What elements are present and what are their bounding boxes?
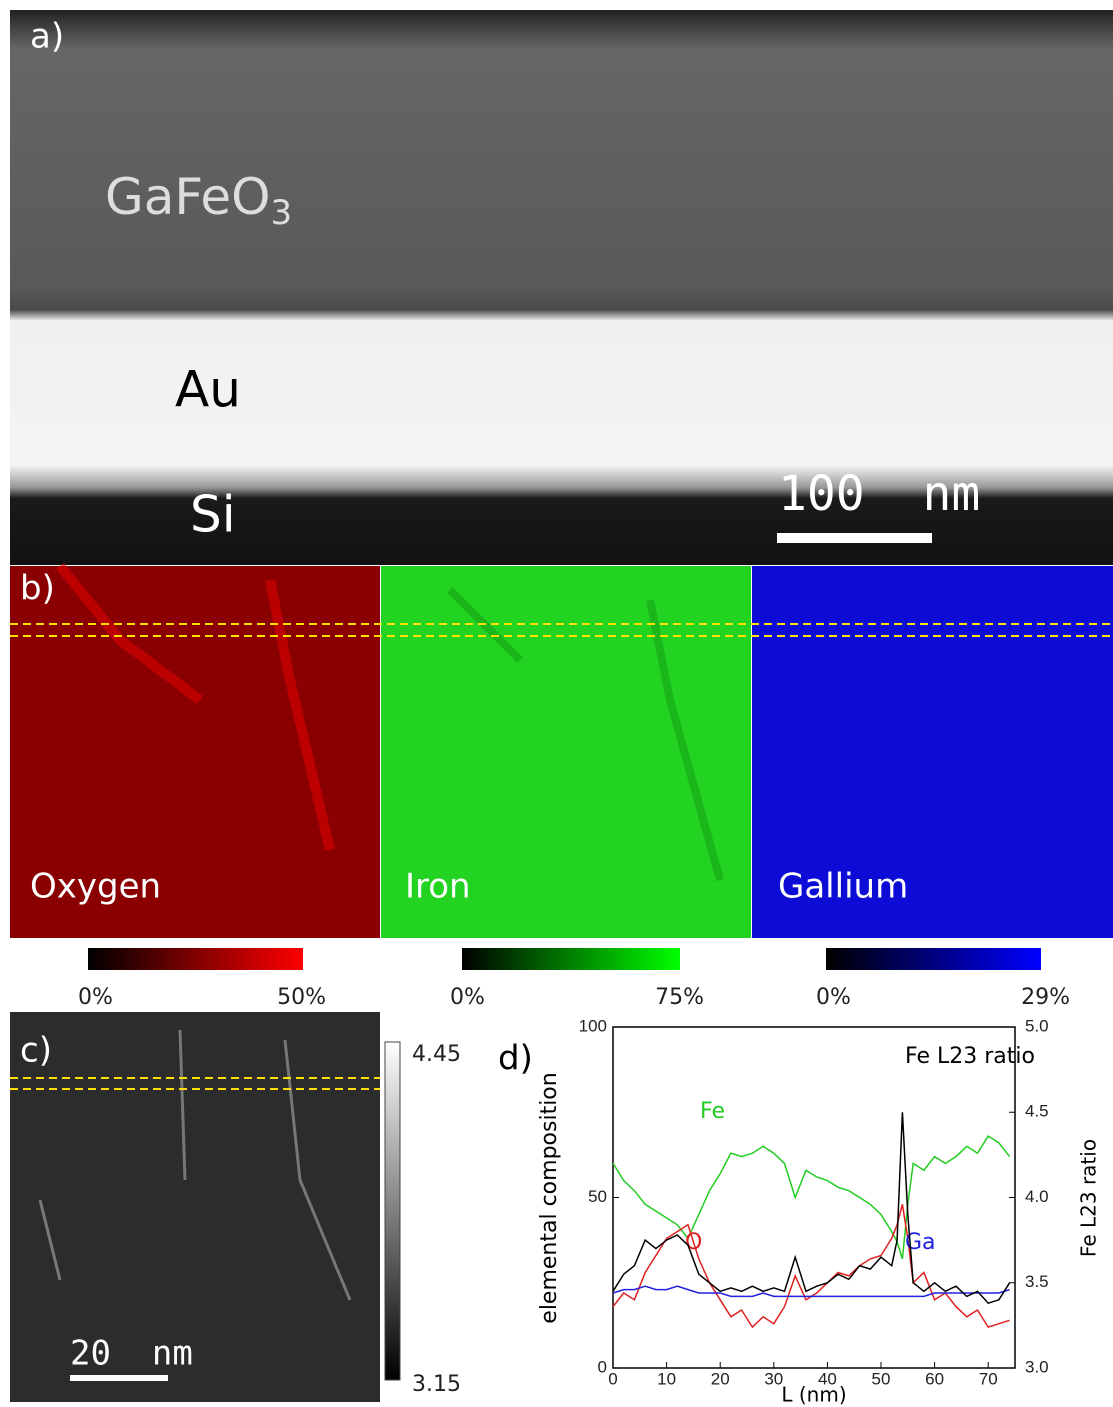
scale-bar-label: 20 nm [70,1334,193,1374]
colorbar-min: 0% [816,985,851,1010]
x-tick-label: 30 [764,1369,783,1388]
colorbar-max: 75% [655,985,704,1010]
y2-tick-label: 4.0 [1025,1187,1049,1206]
x-tick-label: 20 [711,1369,730,1388]
layer-subscript: 3 [271,193,293,233]
x-tick-label: 0 [608,1369,617,1388]
series-line [613,1136,1010,1259]
series-line [613,1112,1010,1303]
y-axis-label: elemental composition [537,1072,562,1323]
series-line [613,1286,1010,1296]
colorbar [88,948,303,970]
ratio-map [10,1012,380,1402]
colorbar-min: 3.15 [412,1372,461,1397]
colorbar-min: 0% [78,985,113,1010]
series-label: Fe [700,1099,725,1124]
layer-label: GaFeO3 [105,168,292,233]
map-label: Oxygen [30,867,161,907]
scale-bar [777,533,932,543]
series-label: O [685,1230,702,1255]
panel-label: a) [30,17,64,57]
y-tick-label: 50 [588,1187,607,1206]
colorbar [462,948,680,970]
series-line [613,1204,1010,1327]
colorbar [385,1042,400,1380]
y-tick-label: 0 [598,1357,607,1376]
colorbar [826,948,1041,970]
colorbar-max: 50% [277,985,326,1010]
y2-tick-label: 4.5 [1025,1102,1049,1121]
x-tick-label: 70 [979,1369,998,1388]
map-label: Gallium [778,867,908,907]
y2-tick-label: 5.0 [1025,1016,1049,1035]
plot-frame [613,1027,1015,1368]
layer-label: Si [190,486,236,544]
y2-axis-label: Fe L23 ratio [1077,1139,1101,1257]
scale-bar [70,1375,168,1381]
layer-text: GaFeO [105,168,271,226]
colorbar-max: 4.45 [412,1042,461,1067]
colorbar-min: 0% [450,985,485,1010]
colorbar-max: 29% [1021,985,1070,1010]
series-label: Fe L23 ratio [905,1044,1035,1069]
x-tick-label: 60 [925,1369,944,1388]
x-tick-label: 50 [872,1369,891,1388]
panel-label: b) [20,569,55,609]
layer-label: Au [175,361,241,419]
map-label: Iron [405,867,471,907]
panel-label: c) [20,1031,52,1071]
y2-tick-label: 3.5 [1025,1272,1049,1291]
figure: a) GaFeO3 Au Si 100 nm b) Oxygen Iron Ga… [0,0,1113,1407]
y-tick-label: 100 [579,1016,607,1035]
x-tick-label: 40 [818,1369,837,1388]
y2-tick-label: 3.0 [1025,1357,1049,1376]
x-tick-label: 10 [657,1369,676,1388]
panel-label: d) [498,1039,533,1079]
scale-bar-label: 100 nm [778,466,980,522]
